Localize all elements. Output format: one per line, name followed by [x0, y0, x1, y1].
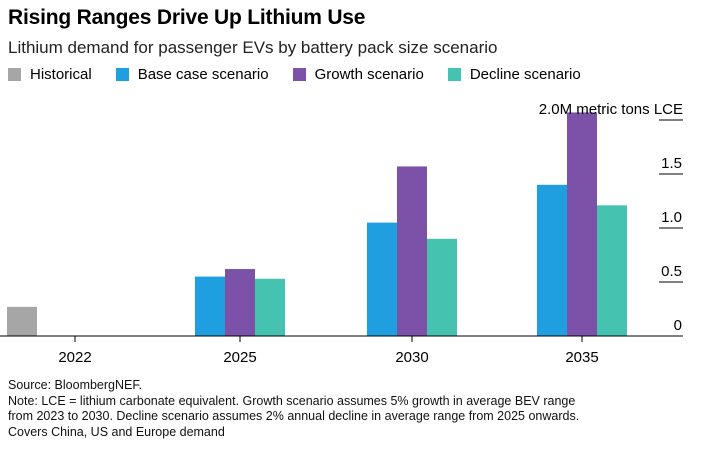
bar-2035-base-case-scenario — [537, 184, 567, 336]
x-tick-label: 2025 — [223, 349, 256, 366]
legend-swatch-base-case — [115, 68, 129, 81]
legend-item-base-case: Base case scenario — [115, 66, 269, 83]
legend-label-historical: Historical — [30, 66, 92, 83]
chart-subtitle: Lithium demand for passenger EVs by batt… — [8, 38, 498, 57]
bar-2025-growth-scenario — [225, 269, 255, 336]
bar-2030-growth-scenario — [397, 166, 427, 336]
y-tick-label: 0.5 — [661, 263, 682, 280]
y-tick-label: 1.5 — [661, 155, 682, 172]
note-line-1: Note: LCE = lithium carbonate equivalent… — [8, 393, 576, 408]
x-tick-label: 2022 — [58, 349, 91, 366]
y-tick-label: 2.0M metric tons LCE — [539, 101, 683, 118]
bar-2035-decline-scenario — [597, 205, 627, 336]
bar-chart: 2022 2025 2030 2035 0 0.5 1.0 1.5 2.0M metric to… — [0, 101, 683, 366]
y-tick-label: 1.0 — [661, 209, 682, 226]
legend-item-historical: Historical — [8, 66, 92, 83]
bar-2030-base-case-scenario — [367, 222, 397, 336]
x-tick-label: 2030 — [395, 349, 428, 366]
legend-item-decline: Decline scenario — [447, 66, 581, 83]
legend-swatch-decline — [447, 68, 461, 81]
footer: Source: BloombergNEF. Note: LCE = lithiu… — [8, 378, 688, 440]
bar-2022-historical — [7, 306, 37, 336]
y-tick-label: 0 — [674, 317, 682, 334]
x-tick-label: 2035 — [565, 349, 598, 366]
legend-item-growth: Growth scenario — [292, 66, 424, 83]
legend-swatch-historical — [8, 68, 21, 81]
legend-label-growth: Growth scenario — [314, 66, 424, 83]
bar-2025-decline-scenario — [255, 278, 285, 336]
legend-label-decline: Decline scenario — [469, 66, 581, 83]
legend-swatch-growth — [292, 68, 306, 81]
bar-2035-growth-scenario — [567, 112, 597, 336]
legend-label-base-case: Base case scenario — [137, 66, 269, 83]
note-line-2: from 2023 to 2030. Decline scenario assu… — [8, 409, 580, 423]
source-note: Source: BloombergNEF. — [8, 378, 143, 392]
legend: Historical Base case scenario Growth sce… — [8, 66, 605, 83]
bar-2025-base-case-scenario — [195, 276, 225, 336]
note-line-3: Covers China, US and Europe demand — [8, 424, 225, 439]
chart-title: Rising Ranges Drive Up Lithium Use — [8, 6, 366, 29]
bar-2030-decline-scenario — [427, 238, 457, 336]
